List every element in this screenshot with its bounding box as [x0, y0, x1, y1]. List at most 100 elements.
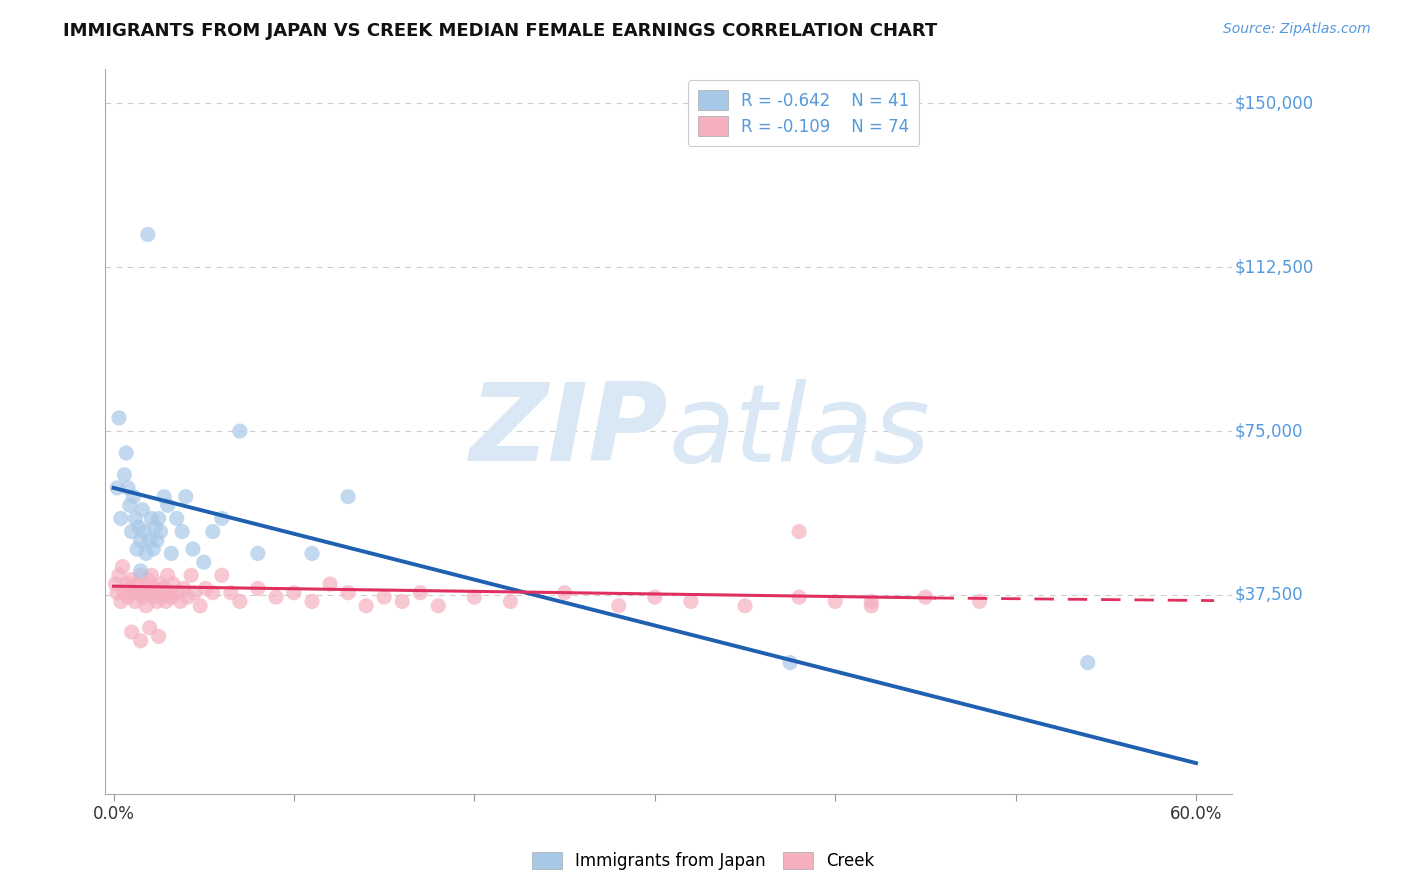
Text: IMMIGRANTS FROM JAPAN VS CREEK MEDIAN FEMALE EARNINGS CORRELATION CHART: IMMIGRANTS FROM JAPAN VS CREEK MEDIAN FE…: [63, 22, 938, 40]
Point: [169, 594, 191, 608]
Text: $112,500: $112,500: [1234, 259, 1313, 277]
Point: [134, 524, 156, 539]
Point: [679, 594, 702, 608]
Text: $150,000: $150,000: [1234, 95, 1313, 112]
Point: [409, 585, 432, 599]
Point: [105, 585, 128, 599]
Point: [914, 590, 936, 604]
Point: [138, 533, 160, 548]
Point: [160, 590, 183, 604]
Point: [110, 511, 132, 525]
Point: [148, 585, 170, 599]
Point: [121, 524, 143, 539]
Point: [124, 511, 146, 525]
Point: [125, 542, 148, 557]
Point: [787, 590, 810, 604]
Point: [153, 582, 176, 596]
Legend: Immigrants from Japan, Creek: Immigrants from Japan, Creek: [526, 845, 880, 877]
Point: [969, 594, 991, 608]
Point: [121, 625, 143, 640]
Point: [229, 424, 252, 438]
Point: [146, 533, 169, 548]
Point: [194, 582, 217, 596]
Point: [246, 546, 269, 560]
Point: [122, 490, 145, 504]
Point: [337, 490, 360, 504]
Point: [115, 446, 138, 460]
Point: [122, 585, 145, 599]
Point: [128, 520, 150, 534]
Point: [201, 585, 224, 599]
Point: [301, 546, 323, 560]
Point: [128, 585, 150, 599]
Point: [112, 585, 135, 599]
Point: [150, 590, 173, 604]
Point: [105, 481, 128, 495]
Point: [111, 559, 134, 574]
Point: [138, 585, 160, 599]
Point: [860, 594, 883, 608]
Point: [391, 594, 413, 608]
Point: [860, 599, 883, 613]
Point: [160, 546, 183, 560]
Point: [131, 590, 153, 604]
Point: [143, 520, 166, 534]
Point: [156, 568, 179, 582]
Point: [148, 629, 170, 643]
Point: [499, 594, 522, 608]
Point: [112, 467, 135, 482]
Point: [219, 585, 242, 599]
Point: [607, 599, 630, 613]
Point: [141, 511, 163, 525]
Point: [787, 524, 810, 539]
Point: [193, 555, 215, 569]
Point: [117, 590, 139, 604]
Point: [201, 524, 224, 539]
Point: [246, 582, 269, 596]
Point: [135, 546, 157, 560]
Point: [142, 590, 165, 604]
Text: Source: ZipAtlas.com: Source: ZipAtlas.com: [1223, 22, 1371, 37]
Point: [129, 568, 152, 582]
Point: [118, 582, 141, 596]
Point: [283, 585, 305, 599]
Point: [174, 490, 197, 504]
Point: [148, 511, 170, 525]
Point: [110, 594, 132, 608]
Point: [173, 582, 195, 596]
Point: [188, 599, 211, 613]
Point: [121, 573, 143, 587]
Point: [129, 633, 152, 648]
Point: [229, 594, 252, 608]
Point: [138, 621, 160, 635]
Point: [131, 502, 153, 516]
Point: [115, 577, 138, 591]
Point: [142, 542, 165, 557]
Point: [337, 585, 360, 599]
Point: [176, 590, 198, 604]
Point: [166, 511, 188, 525]
Point: [211, 568, 233, 582]
Point: [159, 585, 181, 599]
Point: [146, 594, 169, 608]
Point: [156, 499, 179, 513]
Point: [136, 573, 159, 587]
Point: [124, 594, 146, 608]
Point: [136, 227, 159, 242]
Point: [319, 577, 342, 591]
Point: [181, 542, 204, 557]
Point: [779, 656, 801, 670]
Point: [149, 524, 172, 539]
Point: [373, 590, 395, 604]
Point: [141, 568, 163, 582]
Point: [184, 585, 207, 599]
Point: [354, 599, 377, 613]
Point: [117, 481, 139, 495]
Point: [166, 585, 188, 599]
Point: [118, 499, 141, 513]
Point: [172, 524, 194, 539]
Point: [125, 577, 148, 591]
Point: [129, 533, 152, 548]
Point: [824, 594, 846, 608]
Point: [264, 590, 287, 604]
